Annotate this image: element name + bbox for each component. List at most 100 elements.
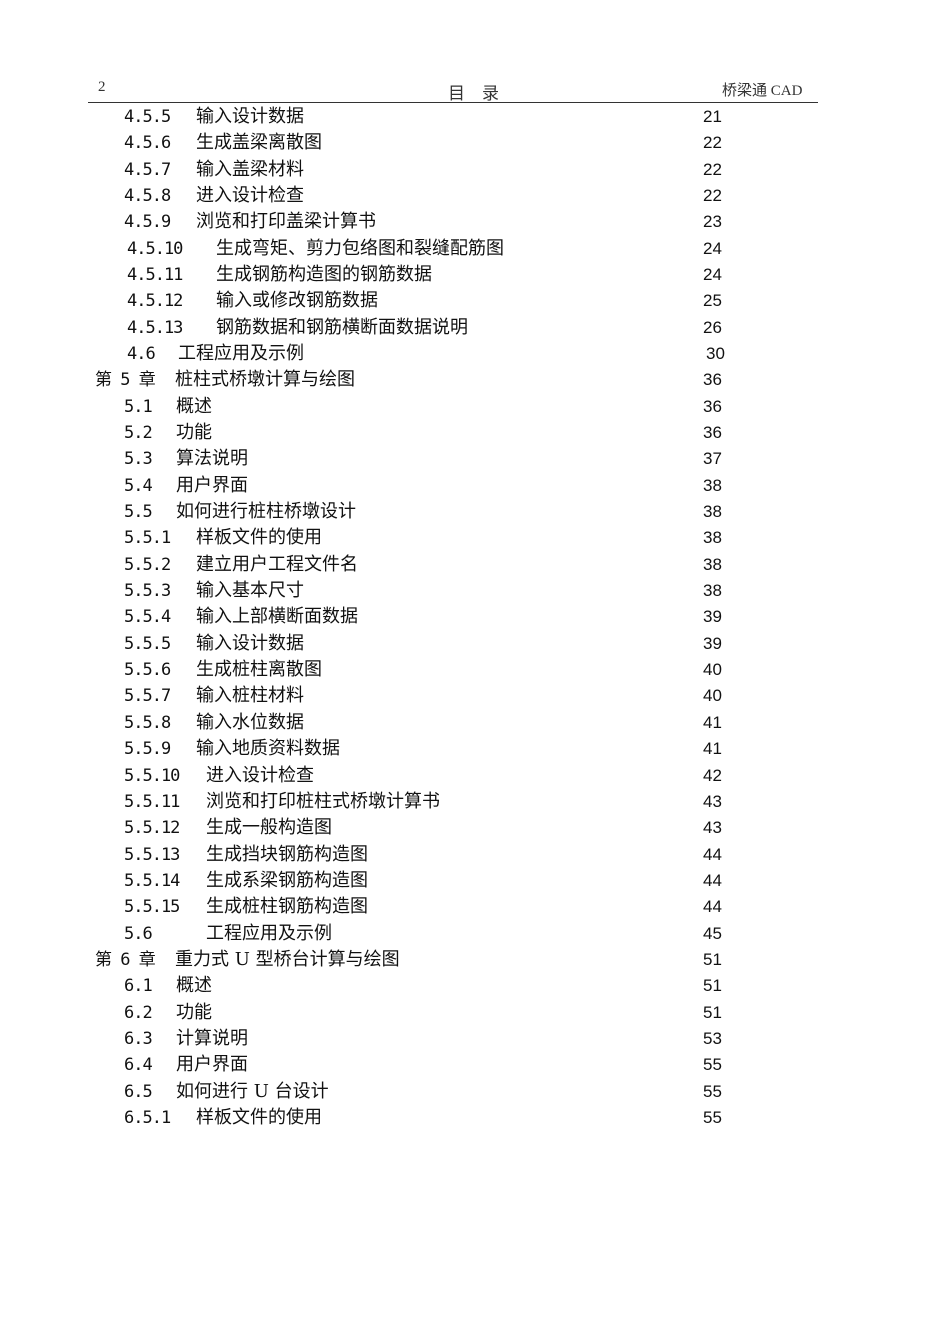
- toc-title: 钢筋数据和钢筋横断面数据说明: [216, 316, 468, 338]
- toc-entry[interactable]: 4.5.10 生成弯矩、剪力包络图和裂缝配筋图 24: [0, 236, 950, 262]
- toc-page: 36: [703, 423, 722, 443]
- toc-title: 工程应用及示例: [178, 343, 304, 365]
- toc-entry[interactable]: 5.5.4 输入上部横断面数据 39: [0, 604, 950, 630]
- toc-entry[interactable]: 6.4 用户界面 55: [0, 1052, 950, 1078]
- header-rule: [88, 102, 818, 103]
- toc-number: 6.5: [124, 1081, 153, 1102]
- toc-entry[interactable]: 6.5.1 样板文件的使用 55: [0, 1105, 950, 1131]
- toc-entry[interactable]: 5.4 用户界面 38: [0, 473, 950, 499]
- toc-title: 输入盖梁材料: [196, 158, 304, 180]
- toc-page: 36: [703, 396, 722, 416]
- toc-entry[interactable]: 4.5.9 浏览和打印盖梁计算书 23: [0, 209, 950, 235]
- toc-number: 4.5.5: [124, 107, 171, 127]
- toc-entry[interactable]: 4.5.5 输入设计数据 21: [0, 104, 950, 130]
- toc-number: 5.2: [124, 423, 153, 444]
- toc-page: 40: [703, 660, 722, 680]
- toc-page: 45: [703, 923, 722, 943]
- toc-title: 生成桩柱离散图: [196, 659, 322, 681]
- toc-entry[interactable]: 5.5.10 进入设计检查 42: [0, 763, 950, 789]
- toc-number: 4.5.12: [127, 291, 183, 312]
- toc-page: 44: [703, 897, 722, 917]
- toc-number: 5.5.8: [124, 712, 171, 733]
- toc-entry[interactable]: 5.5.3 输入基本尺寸 38: [0, 578, 950, 604]
- toc-entry[interactable]: 5.3 算法说明 37: [0, 446, 950, 472]
- toc-entry[interactable]: 5.5.13 生成挡块钢筋构造图 44: [0, 842, 950, 868]
- toc-entry[interactable]: 5.5.2 建立用户工程文件名 38: [0, 552, 950, 578]
- toc-title: 输入或修改钢筋数据: [216, 290, 378, 312]
- page-number: 2: [98, 79, 106, 95]
- toc-page: 44: [703, 844, 722, 864]
- toc-number: 5.1: [124, 396, 153, 417]
- toc-page: 38: [703, 554, 722, 574]
- toc-entry[interactable]: 5.5.7 输入桩柱材料 40: [0, 683, 950, 709]
- toc-page: 39: [703, 633, 722, 653]
- toc-entry[interactable]: 4.5.11 生成钢筋构造图的钢筋数据 24: [0, 262, 950, 288]
- toc-number: 5.5.5: [124, 633, 171, 654]
- toc-title: 功能: [176, 422, 212, 444]
- toc-number: 5.5.3: [124, 581, 171, 602]
- toc-number: 5.4: [124, 475, 153, 496]
- toc-number: 5.5.6: [124, 660, 171, 681]
- toc-entry[interactable]: 4.6 工程应用及示例 30: [0, 341, 950, 367]
- toc-page: 37: [703, 449, 722, 469]
- toc-title: 输入基本尺寸: [196, 580, 304, 602]
- toc-title: 生成桩柱钢筋构造图: [206, 896, 368, 918]
- toc-entry[interactable]: 5.5.14 生成系梁钢筋构造图 44: [0, 868, 950, 894]
- toc-page: 55: [703, 1055, 722, 1075]
- toc-number: 6.1: [124, 976, 153, 997]
- toc-entry[interactable]: 5.2 功能 36: [0, 420, 950, 446]
- toc-entry[interactable]: 5.5.11 浏览和打印桩柱式桥墩计算书 43: [0, 789, 950, 815]
- toc-page: 24: [703, 238, 722, 258]
- toc-entry[interactable]: 4.5.13 钢筋数据和钢筋横断面数据说明 26: [0, 315, 950, 341]
- toc-title: 建立用户工程文件名: [196, 553, 358, 575]
- toc-title: 进入设计检查: [196, 185, 304, 207]
- toc-number: 6.2: [124, 1002, 153, 1023]
- toc-entry[interactable]: 4.5.12 输入或修改钢筋数据 25: [0, 288, 950, 314]
- toc-title: 输入桩柱材料: [196, 685, 304, 707]
- toc-number: 5.5.7: [124, 686, 171, 707]
- toc-page: 51: [703, 949, 722, 969]
- toc-entry[interactable]: 6.2 功能 51: [0, 1000, 950, 1026]
- toc-entry[interactable]: 5.6 工程应用及示例 45: [0, 921, 950, 947]
- toc-entry[interactable]: 6.5 如何进行 U 台设计 55: [0, 1079, 950, 1105]
- toc-title: 样板文件的使用: [196, 1106, 322, 1128]
- toc-entry[interactable]: 第 5 章桩柱式桥墩计算与绘图 36: [0, 367, 950, 393]
- toc-title: 输入设计数据: [196, 106, 304, 127]
- toc-title: 输入地质资料数据: [196, 738, 340, 760]
- toc-entry[interactable]: 5.5.8 输入水位数据 41: [0, 710, 950, 736]
- toc-entry[interactable]: 5.5.9 输入地质资料数据 41: [0, 736, 950, 762]
- toc-title: 输入上部横断面数据: [196, 606, 358, 628]
- toc-entry[interactable]: 第 6 章重力式 U 型桥台计算与绘图 51: [0, 947, 950, 973]
- toc-entry[interactable]: 5.5.15 生成桩柱钢筋构造图 44: [0, 894, 950, 920]
- toc-number: 5.5.12: [124, 818, 180, 839]
- toc-entry[interactable]: 5.5.5 输入设计数据 39: [0, 631, 950, 657]
- toc-entry[interactable]: 6.1 概述 51: [0, 973, 950, 999]
- toc-entry[interactable]: 5.5.1 样板文件的使用 38: [0, 525, 950, 551]
- toc-number: 4.5.10: [127, 238, 183, 259]
- toc-entry[interactable]: 5.5 如何进行桩柱桥墩设计 38: [0, 499, 950, 525]
- toc-number: 5.3: [124, 449, 153, 470]
- toc-number: 5.5.13: [124, 844, 180, 865]
- toc-number: 4.5.6: [124, 133, 171, 154]
- toc-number: 6.5.1: [124, 1107, 171, 1128]
- toc-entry[interactable]: 5.5.12 生成一般构造图 43: [0, 815, 950, 841]
- toc-number: 4.5.8: [124, 186, 171, 207]
- toc-entry[interactable]: 6.3 计算说明 53: [0, 1026, 950, 1052]
- toc-title: 工程应用及示例: [206, 922, 332, 944]
- toc-entry[interactable]: 4.5.6 生成盖梁离散图 22: [0, 130, 950, 156]
- toc-entry[interactable]: 4.5.7 输入盖梁材料 22: [0, 157, 950, 183]
- toc-title: 功能: [176, 1001, 212, 1023]
- toc-entry[interactable]: 4.5.8 进入设计检查 22: [0, 183, 950, 209]
- toc-title: 如何进行桩柱桥墩设计: [176, 501, 356, 523]
- toc-page: 42: [703, 765, 722, 785]
- toc-page: 22: [703, 133, 722, 153]
- toc-entry[interactable]: 5.5.6 生成桩柱离散图 40: [0, 657, 950, 683]
- toc-entry[interactable]: 5.1 概述 36: [0, 394, 950, 420]
- toc-page: 55: [703, 1081, 722, 1101]
- toc-number: 第 5 章: [95, 370, 156, 391]
- toc-title: 生成钢筋构造图的钢筋数据: [216, 264, 432, 286]
- toc-page: 51: [703, 1002, 722, 1022]
- toc-number: 5.5: [124, 502, 153, 523]
- toc-page: 44: [703, 870, 722, 890]
- toc-title: 算法说明: [176, 448, 248, 470]
